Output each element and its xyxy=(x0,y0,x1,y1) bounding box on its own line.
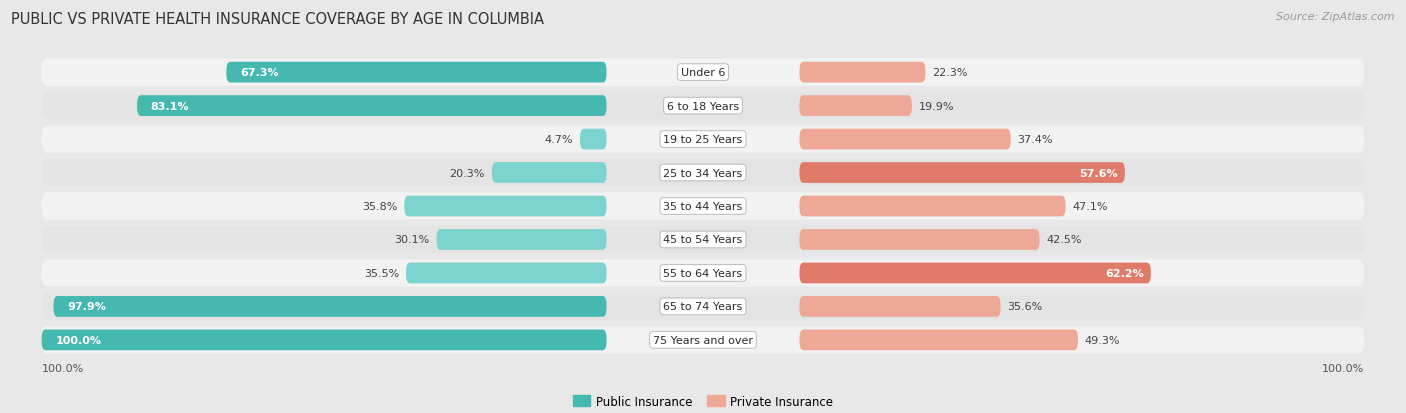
FancyBboxPatch shape xyxy=(800,129,1011,150)
FancyBboxPatch shape xyxy=(800,96,912,117)
FancyBboxPatch shape xyxy=(42,126,1364,153)
Text: 19.9%: 19.9% xyxy=(918,101,955,112)
FancyBboxPatch shape xyxy=(42,59,1364,87)
Text: 62.2%: 62.2% xyxy=(1105,268,1144,278)
FancyBboxPatch shape xyxy=(800,196,1066,217)
Text: 100.0%: 100.0% xyxy=(1322,363,1364,373)
FancyBboxPatch shape xyxy=(800,63,925,83)
Text: 30.1%: 30.1% xyxy=(394,235,430,245)
Text: 25 to 34 Years: 25 to 34 Years xyxy=(664,168,742,178)
FancyBboxPatch shape xyxy=(406,263,606,284)
Text: 20.3%: 20.3% xyxy=(450,168,485,178)
FancyBboxPatch shape xyxy=(800,163,1125,183)
FancyBboxPatch shape xyxy=(42,293,1364,320)
Text: 67.3%: 67.3% xyxy=(240,68,278,78)
FancyBboxPatch shape xyxy=(42,260,1364,287)
FancyBboxPatch shape xyxy=(492,163,606,183)
Text: 65 to 74 Years: 65 to 74 Years xyxy=(664,301,742,312)
Text: 19 to 25 Years: 19 to 25 Years xyxy=(664,135,742,145)
FancyBboxPatch shape xyxy=(581,129,606,150)
Text: 4.7%: 4.7% xyxy=(544,135,574,145)
Text: 22.3%: 22.3% xyxy=(932,68,967,78)
FancyBboxPatch shape xyxy=(800,296,1001,317)
FancyBboxPatch shape xyxy=(436,230,606,250)
FancyBboxPatch shape xyxy=(42,93,1364,120)
Text: 100.0%: 100.0% xyxy=(55,335,101,345)
Text: 35.6%: 35.6% xyxy=(1008,301,1043,312)
FancyBboxPatch shape xyxy=(226,63,606,83)
Text: 47.1%: 47.1% xyxy=(1073,202,1108,211)
Text: 57.6%: 57.6% xyxy=(1080,168,1118,178)
FancyBboxPatch shape xyxy=(42,193,1364,220)
Text: 75 Years and over: 75 Years and over xyxy=(652,335,754,345)
Text: 35.8%: 35.8% xyxy=(361,202,398,211)
FancyBboxPatch shape xyxy=(53,296,606,317)
FancyBboxPatch shape xyxy=(800,330,1078,350)
Text: 35.5%: 35.5% xyxy=(364,268,399,278)
FancyBboxPatch shape xyxy=(42,226,1364,254)
Text: 97.9%: 97.9% xyxy=(67,301,105,312)
Text: Source: ZipAtlas.com: Source: ZipAtlas.com xyxy=(1277,12,1395,22)
Text: 100.0%: 100.0% xyxy=(42,363,84,373)
Text: 37.4%: 37.4% xyxy=(1018,135,1053,145)
Text: 6 to 18 Years: 6 to 18 Years xyxy=(666,101,740,112)
Text: 45 to 54 Years: 45 to 54 Years xyxy=(664,235,742,245)
FancyBboxPatch shape xyxy=(405,196,606,217)
FancyBboxPatch shape xyxy=(42,159,1364,187)
Text: 55 to 64 Years: 55 to 64 Years xyxy=(664,268,742,278)
FancyBboxPatch shape xyxy=(42,330,606,350)
FancyBboxPatch shape xyxy=(800,230,1039,250)
Text: PUBLIC VS PRIVATE HEALTH INSURANCE COVERAGE BY AGE IN COLUMBIA: PUBLIC VS PRIVATE HEALTH INSURANCE COVER… xyxy=(11,12,544,27)
Text: 83.1%: 83.1% xyxy=(150,101,190,112)
FancyBboxPatch shape xyxy=(138,96,606,117)
Text: 42.5%: 42.5% xyxy=(1046,235,1083,245)
Text: 35 to 44 Years: 35 to 44 Years xyxy=(664,202,742,211)
Legend: Public Insurance, Private Insurance: Public Insurance, Private Insurance xyxy=(572,395,834,408)
FancyBboxPatch shape xyxy=(42,326,1364,354)
Text: 49.3%: 49.3% xyxy=(1085,335,1121,345)
Text: Under 6: Under 6 xyxy=(681,68,725,78)
FancyBboxPatch shape xyxy=(800,263,1152,284)
